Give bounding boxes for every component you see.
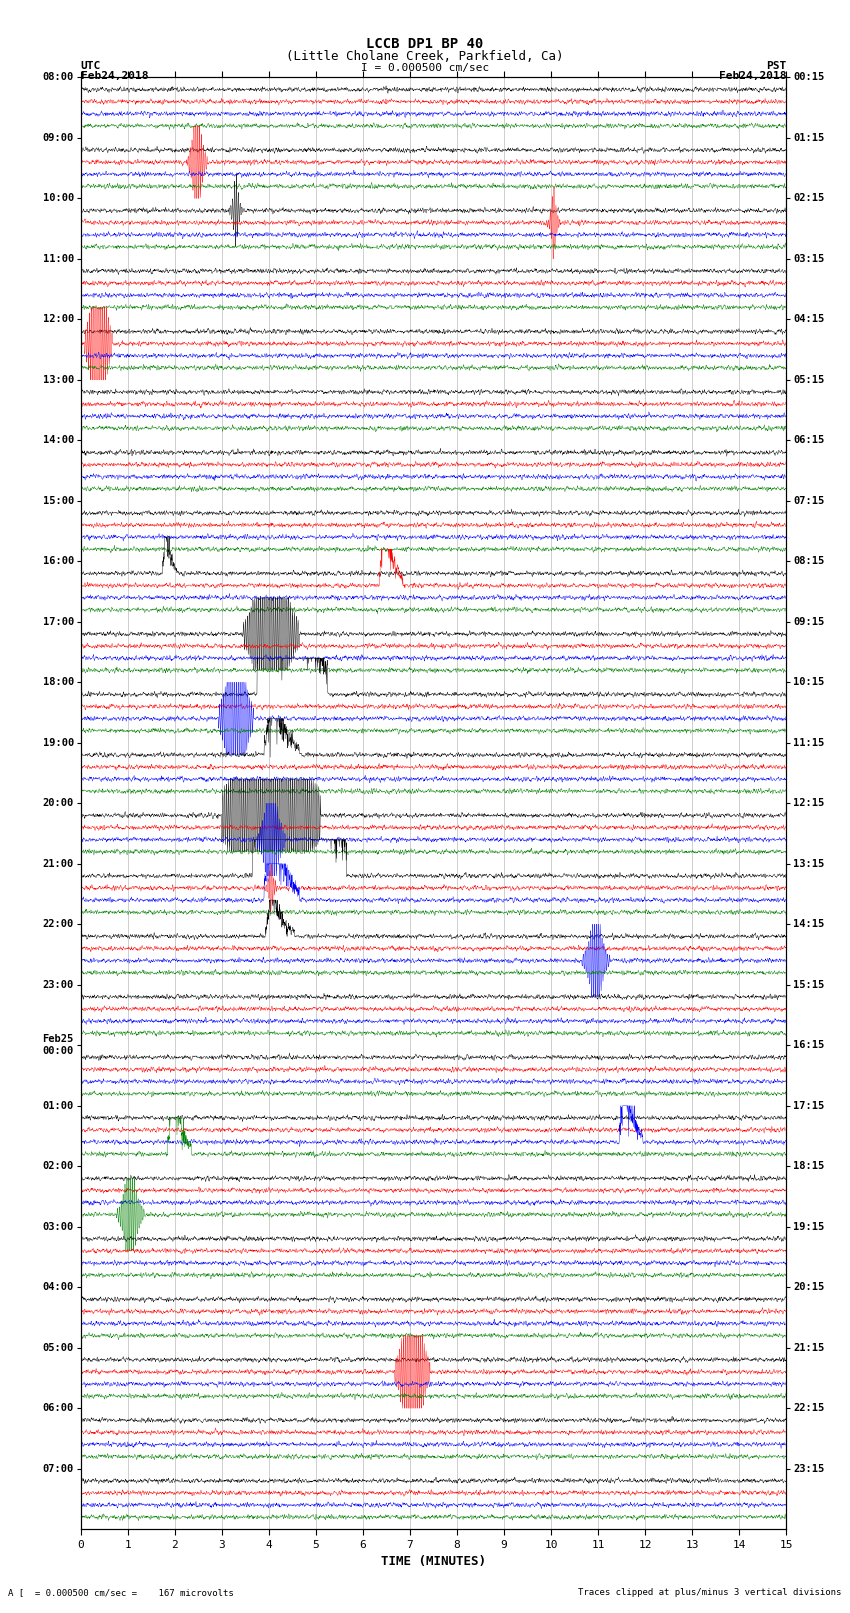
X-axis label: TIME (MINUTES): TIME (MINUTES) (381, 1555, 486, 1568)
Text: (Little Cholane Creek, Parkfield, Ca): (Little Cholane Creek, Parkfield, Ca) (286, 50, 564, 63)
Text: LCCB DP1 BP 40: LCCB DP1 BP 40 (366, 37, 484, 52)
Text: Traces clipped at plus/minus 3 vertical divisions: Traces clipped at plus/minus 3 vertical … (578, 1587, 842, 1597)
Text: PST: PST (766, 61, 786, 71)
Text: A [  = 0.000500 cm/sec =    167 microvolts: A [ = 0.000500 cm/sec = 167 microvolts (8, 1587, 235, 1597)
Text: Feb24,2018: Feb24,2018 (719, 71, 786, 81)
Text: Feb24,2018: Feb24,2018 (81, 71, 148, 81)
Text: I = 0.000500 cm/sec: I = 0.000500 cm/sec (361, 63, 489, 73)
Text: UTC: UTC (81, 61, 101, 71)
